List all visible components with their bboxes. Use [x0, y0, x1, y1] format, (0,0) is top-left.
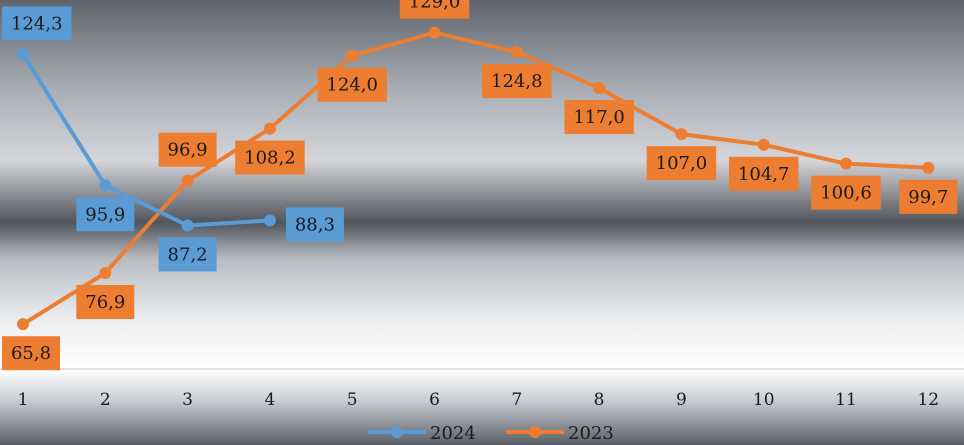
data-label-text: 99,7: [908, 187, 948, 208]
data-label-text: 96,9: [168, 140, 208, 161]
data-label-2024-1: 124,3: [2, 6, 72, 41]
data-point-2023-2: [99, 266, 112, 279]
data-label-text: 124,0: [326, 75, 378, 96]
data-label-text: 104,7: [738, 164, 790, 185]
legend: 2024 2023: [368, 423, 614, 444]
data-label-text: 124,3: [11, 13, 63, 34]
data-label-box: [158, 132, 217, 167]
data-label-2023-8: 117,0: [564, 100, 634, 135]
x-tick-label-1: 1: [18, 390, 29, 410]
data-label-text: 124,8: [491, 71, 543, 92]
x-tick-label-11: 11: [835, 390, 857, 410]
series-line-2023: [21, 30, 931, 327]
data-point-2024-3: [181, 219, 194, 232]
data-label-2024-2: 95,9: [76, 197, 135, 232]
x-tick-label-8: 8: [594, 390, 605, 410]
data-point-2023-7: [510, 46, 523, 59]
data-label-text: 65,8: [11, 343, 51, 364]
x-tick-label-4: 4: [264, 390, 275, 410]
legend-swatch-marker: [391, 426, 403, 438]
data-label-2024-4: 88,3: [285, 207, 344, 242]
data-label-box: [76, 284, 135, 319]
data-point-2023-8: [593, 82, 606, 95]
data-label-2023-5: 124,0: [317, 67, 387, 102]
data-point-2023-1: [17, 318, 29, 331]
data-label-box: [317, 67, 387, 102]
data-point-2024-4: [263, 214, 276, 227]
data-point-2023-4: [263, 122, 276, 135]
data-label-text: 87,2: [168, 244, 208, 265]
data-label-text: 129,0: [409, 0, 461, 13]
x-tick-label-12: 12: [917, 390, 939, 410]
data-point-2023-9: [675, 128, 688, 141]
series-lines: [21, 30, 931, 327]
data-label-box: [235, 140, 305, 175]
data-label-2023-12: 99,7: [899, 179, 958, 214]
data-label-box: [646, 146, 717, 181]
legend-label: 2024: [430, 423, 476, 444]
data-label-box: [2, 6, 72, 41]
data-point-2023-5: [346, 49, 359, 62]
x-tick-label-5: 5: [347, 390, 358, 410]
data-label-text: 95,9: [85, 204, 125, 225]
data-label-box: [899, 179, 958, 214]
x-tick-label-3: 3: [182, 390, 193, 410]
data-label-box: [399, 0, 470, 19]
data-label-box: [2, 336, 60, 371]
data-label-2023-7: 124,8: [482, 64, 552, 99]
data-label-2023-11: 100,6: [811, 175, 881, 210]
data-label-2023-1: 65,8: [2, 336, 60, 371]
legend-item-2023: 2023: [506, 423, 614, 444]
data-label-2023-3: 96,9: [158, 132, 217, 167]
data-label-text: 76,9: [85, 292, 125, 313]
data-label-box: [564, 100, 634, 135]
data-point-2023-12: [922, 161, 935, 174]
data-label-2023-2: 76,9: [76, 284, 135, 319]
legend-item-2024: 2024: [368, 423, 476, 444]
data-label-box: [482, 64, 552, 99]
legend-label: 2023: [568, 423, 614, 444]
data-label-text: 107,0: [656, 153, 708, 174]
data-label-box: [728, 156, 799, 191]
data-point-2023-6: [428, 26, 441, 39]
data-point-2023-11: [840, 157, 852, 170]
data-label-2023-6: 129,0: [399, 0, 470, 19]
x-axis-ticks: 1 2 3 4 5 6 7 8 9 10 11 12: [18, 390, 940, 410]
series-points: [17, 26, 935, 331]
data-label-text: 100,6: [820, 183, 872, 204]
x-tick-label-7: 7: [511, 390, 522, 410]
data-label-2024-3: 87,2: [158, 237, 217, 272]
data-label-text: 117,0: [573, 107, 625, 128]
series-line-2024: [21, 52, 272, 228]
data-point-2024-1: [17, 48, 29, 61]
data-label-box: [158, 237, 217, 272]
data-label-2023-10: 104,7: [728, 156, 799, 191]
data-label-text: 108,2: [244, 148, 296, 169]
data-labels: 124,3 95,9 87,2 88,3 65,8 76,9 96,9 108,2 124,0 1…: [2, 0, 958, 371]
data-label-text: 88,3: [295, 214, 335, 235]
legend-swatch-marker: [529, 426, 541, 438]
x-tick-label-2: 2: [100, 390, 111, 410]
data-point-2023-10: [757, 138, 770, 151]
data-point-2024-2: [99, 179, 112, 192]
x-tick-label-9: 9: [676, 390, 687, 410]
x-tick-label-6: 6: [429, 390, 440, 410]
data-label-2023-9: 107,0: [646, 146, 717, 181]
data-label-2023-4: 108,2: [235, 140, 305, 175]
data-label-box: [285, 207, 344, 242]
x-tick-label-10: 10: [753, 390, 775, 410]
data-label-box: [811, 175, 881, 210]
data-label-box: [76, 197, 135, 232]
data-point-2023-3: [181, 174, 194, 187]
